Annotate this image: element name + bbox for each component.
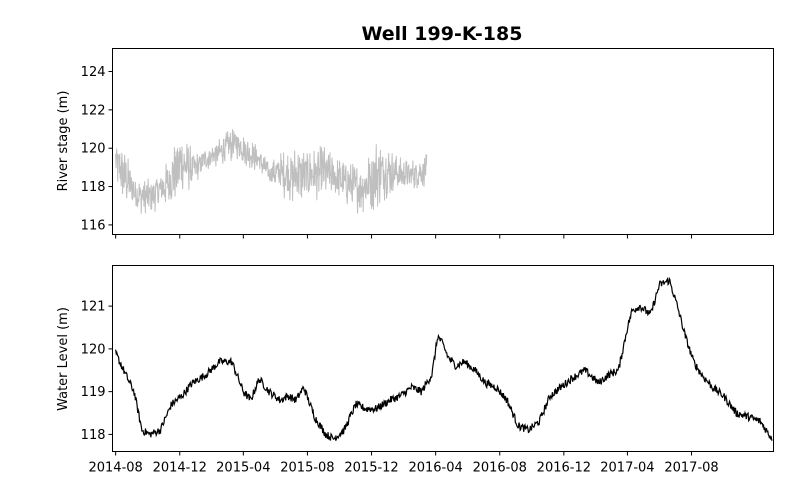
water-level-y-tick-label: 118 xyxy=(81,428,106,443)
water-level-y-axis: 118 119 120 121 xyxy=(81,300,113,443)
river-stage-y-tick-label: 122 xyxy=(81,103,106,118)
river-stage-line xyxy=(115,129,428,214)
water-level-y-tick-label: 120 xyxy=(81,342,106,357)
river-stage-panel: 116 118 120 122 124 River stage (m) xyxy=(56,48,774,239)
river-stage-y-tick-label: 116 xyxy=(81,218,106,233)
water-level-x-tick-label: 2015-08 xyxy=(280,461,334,476)
water-level-x-tick-label: 2016-12 xyxy=(537,461,591,476)
chart-title: Well 199-K-185 xyxy=(362,23,523,45)
water-level-plot-frame xyxy=(112,265,774,452)
river-stage-series xyxy=(115,129,428,214)
water-level-x-axis: 2014-08 2014-12 2015-04 2015-08 2015-12 2016-… xyxy=(88,451,719,476)
river-stage-y-tick-label: 118 xyxy=(81,180,106,195)
river-stage-y-axis-label: River stage (m) xyxy=(56,91,71,192)
water-level-panel: 118 119 120 121 2014-08 2014-12 2015-04 2015-0… xyxy=(56,265,774,476)
water-level-y-tick-label: 121 xyxy=(81,300,106,315)
river-stage-y-tick-label: 120 xyxy=(81,142,106,157)
water-level-y-axis-label: Water Level (m) xyxy=(56,307,71,411)
water-level-x-tick-label: 2015-12 xyxy=(344,461,398,476)
water-level-x-tick-label: 2016-08 xyxy=(473,461,527,476)
water-level-x-tick-label: 2016-04 xyxy=(408,461,462,476)
water-level-line xyxy=(115,276,773,441)
water-level-x-tick-label: 2014-08 xyxy=(88,461,142,476)
water-level-x-tick-label: 2017-08 xyxy=(664,461,718,476)
water-level-y-tick-label: 119 xyxy=(81,385,106,400)
river-stage-x-axis xyxy=(115,234,693,239)
water-level-x-tick-label: 2015-04 xyxy=(216,461,270,476)
river-stage-plot-frame xyxy=(112,48,774,235)
water-level-series xyxy=(115,276,773,441)
water-level-x-tick-label: 2014-12 xyxy=(153,461,207,476)
river-stage-y-tick-label: 124 xyxy=(81,65,106,80)
river-stage-y-axis: 116 118 120 122 124 xyxy=(81,65,113,233)
water-level-x-tick-label: 2017-04 xyxy=(600,461,654,476)
